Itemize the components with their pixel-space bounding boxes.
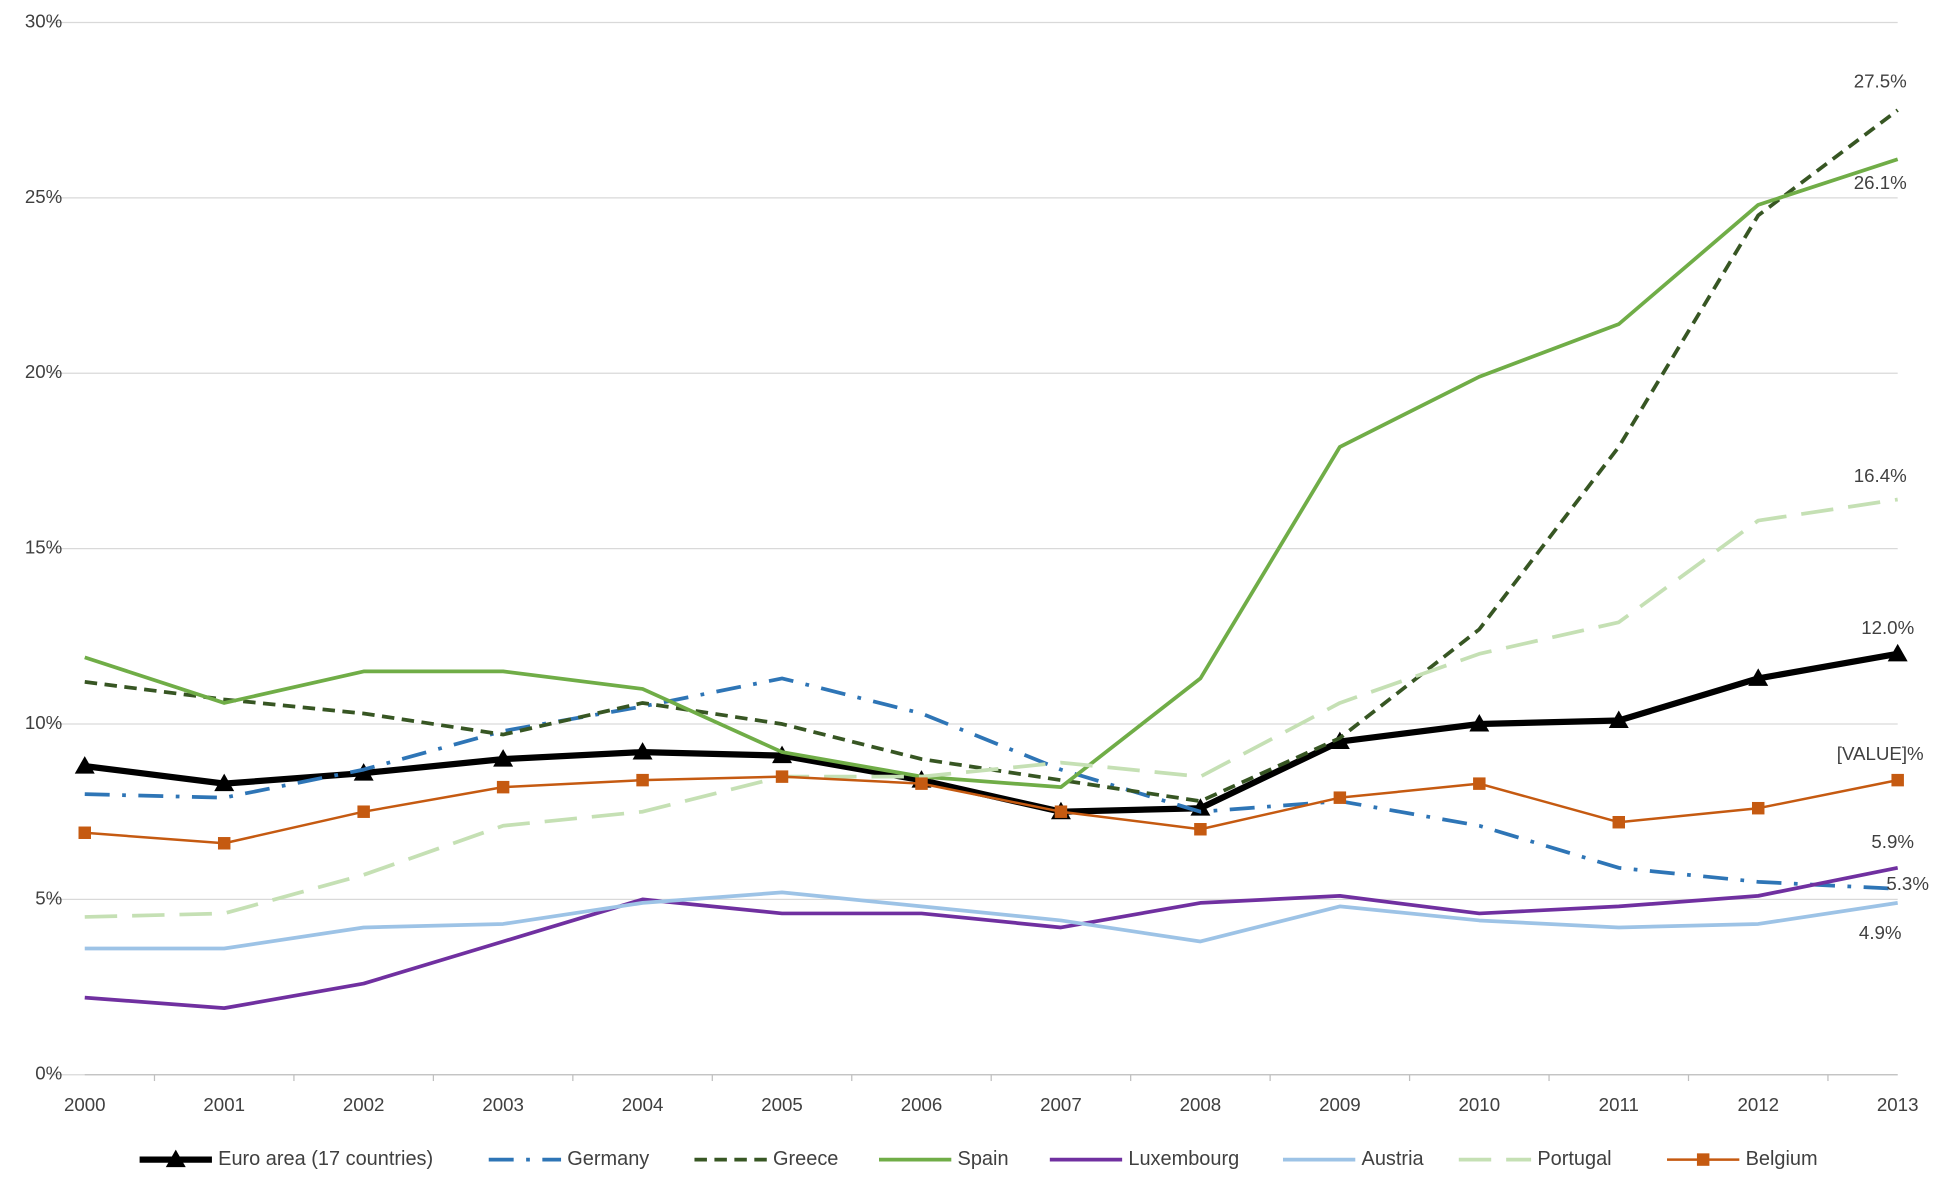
marker bbox=[217, 837, 231, 850]
marker bbox=[1194, 823, 1207, 836]
marker bbox=[1612, 815, 1626, 829]
x-tick-label: 2013 bbox=[1877, 1094, 1919, 1115]
x-tick-label: 2009 bbox=[1319, 1094, 1361, 1115]
series-line bbox=[84, 676, 1898, 891]
marker bbox=[1696, 1153, 1710, 1166]
marker bbox=[915, 777, 928, 790]
x-tick-label: 2007 bbox=[1040, 1094, 1082, 1115]
data-label: 26.1% bbox=[1854, 172, 1907, 193]
data-label: 12.0% bbox=[1861, 617, 1914, 638]
legend-label: Euro area (17 countries) bbox=[218, 1148, 433, 1170]
marker bbox=[775, 770, 789, 783]
marker bbox=[772, 745, 793, 764]
y-tick-label: 20% bbox=[25, 361, 62, 382]
marker bbox=[214, 773, 235, 792]
y-tick-label: 30% bbox=[25, 10, 62, 31]
marker bbox=[1751, 801, 1765, 815]
y-tick-label: 5% bbox=[35, 887, 62, 908]
series-line bbox=[84, 890, 1898, 951]
legend-label: Austria bbox=[1362, 1148, 1425, 1170]
y-tick-label: 15% bbox=[25, 537, 62, 558]
x-tick-label: 2003 bbox=[482, 1094, 524, 1115]
marker bbox=[632, 742, 653, 760]
x-tick-label: 2012 bbox=[1737, 1094, 1779, 1115]
data-label: [VALUE]% bbox=[1837, 743, 1924, 764]
series-line bbox=[84, 650, 1899, 815]
x-tick-label: 2011 bbox=[1599, 1094, 1639, 1115]
legend-label: Greece bbox=[773, 1148, 838, 1170]
legend-label: Spain bbox=[958, 1148, 1009, 1170]
x-tick-label: 2001 bbox=[203, 1094, 245, 1115]
series-line bbox=[84, 775, 1898, 845]
data-labels: 12.0% 5.3% 27.5% 26.1% 5.9% 4.9% 16.4% [VALUE]% bbox=[1837, 71, 1929, 943]
marker bbox=[1887, 643, 1908, 662]
series-line bbox=[84, 865, 1899, 1011]
marker bbox=[496, 780, 510, 794]
x-tick-label: 2002 bbox=[343, 1094, 385, 1115]
data-label: 5.3% bbox=[1886, 873, 1929, 894]
data-label: 4.9% bbox=[1859, 922, 1902, 943]
marker bbox=[1891, 773, 1904, 787]
data-label: 5.9% bbox=[1871, 831, 1914, 852]
series-line bbox=[84, 497, 1898, 919]
marker bbox=[1054, 805, 1068, 818]
marker bbox=[1469, 714, 1490, 732]
x-tick-label: 2005 bbox=[761, 1094, 803, 1115]
legend-label: Belgium bbox=[1746, 1148, 1818, 1170]
y-tick-label: 10% bbox=[25, 712, 62, 733]
y-tick-label: 0% bbox=[35, 1063, 62, 1084]
data-label: 16.4% bbox=[1854, 465, 1907, 486]
x-tick-label: 2004 bbox=[622, 1094, 664, 1115]
marker bbox=[1329, 731, 1350, 750]
marker bbox=[1608, 710, 1629, 728]
plot-area bbox=[74, 108, 1908, 1011]
y-tick-label: 25% bbox=[25, 186, 62, 207]
marker bbox=[1748, 668, 1769, 686]
x-tick-label: 2006 bbox=[901, 1094, 943, 1115]
x-tick-label: 2010 bbox=[1459, 1094, 1501, 1115]
marker bbox=[353, 763, 374, 781]
marker bbox=[1333, 791, 1347, 804]
legend-label: Portugal bbox=[1537, 1148, 1611, 1170]
grid: 0% 5% 10% 15% 20% 25% 30% 2000 2001 2002 2003 2004 2… bbox=[25, 10, 1919, 1115]
marker bbox=[1473, 777, 1486, 790]
legend: Euro area (17 countries) Germany Greece Spa… bbox=[139, 1148, 1818, 1170]
marker bbox=[636, 773, 649, 787]
marker bbox=[74, 756, 95, 774]
legend-label: Luxembourg bbox=[1128, 1148, 1239, 1170]
marker bbox=[493, 749, 514, 767]
marker bbox=[165, 1149, 186, 1168]
x-tick-label: 2008 bbox=[1180, 1094, 1222, 1115]
series-line bbox=[84, 157, 1899, 790]
x-tick-label: 2000 bbox=[64, 1094, 106, 1115]
marker bbox=[357, 805, 370, 818]
marker bbox=[78, 826, 91, 839]
legend-label: Germany bbox=[567, 1148, 649, 1170]
data-label: 27.5% bbox=[1854, 71, 1907, 92]
